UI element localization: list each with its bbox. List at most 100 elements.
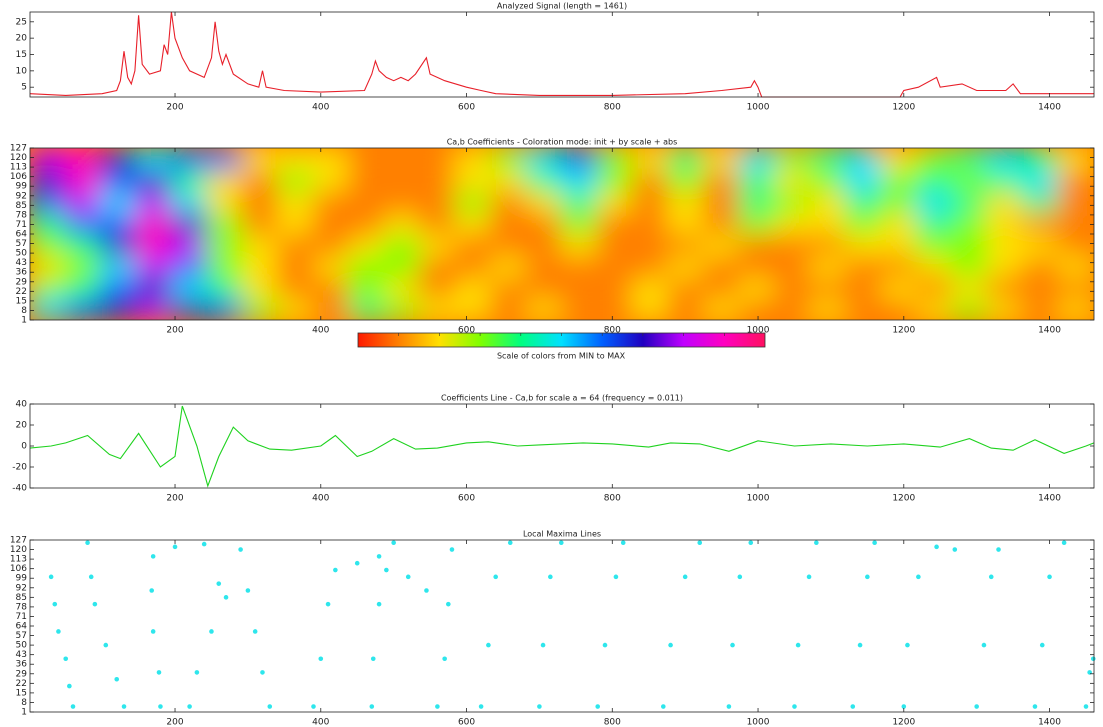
x-tick-label: 200 — [166, 718, 183, 727]
heatmap-cell — [525, 233, 563, 257]
heatmap-cell — [277, 211, 315, 235]
heatmap-cell — [99, 190, 138, 214]
heatmap-cell — [986, 254, 1025, 278]
heatmap-cell — [277, 233, 315, 257]
chart-title: Coefficients Line - Ca,b for scale a = 6… — [441, 394, 683, 403]
maxima-point — [814, 540, 819, 546]
maxima-point — [806, 574, 812, 580]
heatmap-cell — [348, 211, 386, 235]
heatmap-cell — [490, 297, 528, 320]
heatmap-cell — [1057, 233, 1094, 257]
maxima-point — [52, 601, 58, 607]
heatmap-cell — [170, 148, 209, 171]
heatmap-cell — [773, 233, 812, 257]
heatmap-cell — [986, 168, 1025, 192]
y-tick-label: 43 — [16, 258, 27, 268]
heatmap-cell — [702, 168, 741, 192]
maxima-point — [260, 670, 265, 675]
maxima-point — [150, 554, 156, 559]
y-tick-label: 99 — [16, 574, 28, 584]
heatmap-cell — [490, 254, 528, 278]
heatmap-cell — [419, 254, 457, 278]
heatmap-cell — [986, 190, 1025, 214]
maxima-point — [194, 670, 200, 675]
maxima-point — [737, 574, 743, 580]
heatmap-cell — [170, 168, 209, 192]
heatmap-cell — [525, 254, 563, 278]
heatmap-cell — [312, 297, 351, 320]
heatmap-cell — [702, 276, 741, 300]
maxima-point — [478, 704, 484, 709]
y-tick-label: 22 — [16, 287, 27, 297]
maxima-point — [85, 540, 90, 546]
heatmap-cell — [667, 168, 705, 192]
heatmap-cell — [951, 168, 989, 192]
heatmap-cell — [241, 276, 280, 300]
heatmap-cell — [986, 276, 1025, 300]
x-tick-label: 800 — [604, 103, 621, 113]
heatmap-cell — [596, 297, 634, 320]
maxima-point — [376, 554, 382, 559]
y-tick-label: 15 — [16, 688, 27, 698]
heatmap-cell — [631, 276, 670, 300]
heatmap-cell — [844, 276, 883, 300]
heatmap-cell — [1057, 148, 1094, 171]
heatmap-cell — [773, 148, 812, 171]
heatmap-cell — [561, 297, 599, 320]
maxima-point — [209, 629, 214, 634]
heatmap-cell — [490, 190, 528, 214]
heatmap-cell — [241, 168, 280, 192]
heatmap-cell — [312, 168, 351, 192]
maxima-point — [620, 540, 626, 546]
heatmap-cell — [667, 148, 705, 171]
heatmap-cell — [986, 297, 1025, 320]
y-tick-label: -40 — [12, 484, 27, 494]
heatmap-cell — [312, 148, 351, 171]
heatmap-cell — [809, 233, 847, 257]
heatmap-cell — [348, 254, 386, 278]
heatmap-cell — [64, 168, 102, 192]
heatmap-cell — [738, 297, 776, 320]
heatmap-cell — [454, 148, 493, 171]
heatmap-cell — [915, 254, 954, 278]
y-tick-label: 113 — [10, 163, 27, 173]
heatmap-cell — [241, 148, 280, 171]
maxima-point — [187, 704, 192, 709]
maxima-point — [56, 629, 61, 634]
heatmap-cell — [1022, 276, 1060, 300]
maxima-point — [934, 544, 939, 550]
maxima-point — [1083, 704, 1089, 709]
heatmap-cell — [206, 168, 244, 192]
maxima-point — [548, 574, 553, 580]
y-tick-label: 78 — [16, 210, 28, 220]
chart-title: Local Maxima Lines — [523, 530, 601, 539]
heatmap-cell — [809, 190, 847, 214]
y-tick-label: 127 — [10, 144, 27, 154]
heatmap-cell — [525, 276, 563, 300]
heatmap-cell — [206, 276, 244, 300]
heatmap-cell — [773, 168, 812, 192]
heatmap-cell — [844, 168, 883, 192]
maxima-point — [1047, 574, 1052, 580]
heatmap-cell — [844, 190, 883, 214]
heatmap-cell — [880, 276, 918, 300]
heatmap-cell — [809, 254, 847, 278]
heatmap-cell — [986, 233, 1025, 257]
heatmap-cells — [30, 148, 1094, 320]
heatmap-cell — [951, 190, 989, 214]
maxima-point — [201, 541, 207, 547]
heatmap-cell — [241, 254, 280, 278]
y-tick-label: 127 — [10, 536, 27, 546]
maxima-point — [245, 588, 251, 593]
heatmap-cell — [596, 168, 634, 192]
heatmap-cell — [880, 190, 918, 214]
y-tick-label: 78 — [16, 602, 28, 612]
y-tick-label: 25 — [16, 17, 27, 27]
x-tick-label: 1200 — [892, 718, 915, 727]
y-tick-label: 85 — [16, 201, 27, 211]
maxima-point — [850, 704, 856, 709]
heatmap-cell — [30, 211, 67, 235]
heatmap-cell — [667, 276, 705, 300]
heatmap-cell — [561, 276, 599, 300]
heatmap-cell — [596, 276, 634, 300]
